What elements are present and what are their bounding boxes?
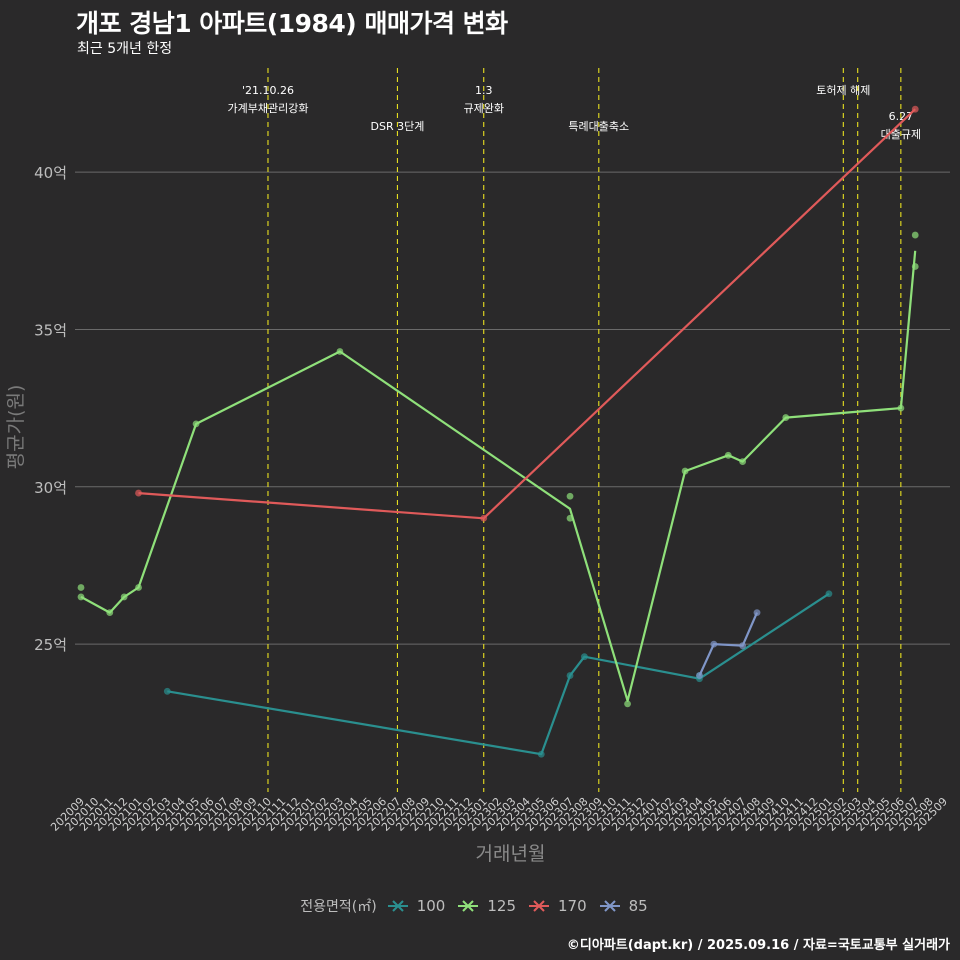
legend-item-170: 170 xyxy=(528,897,587,915)
data-point-125 xyxy=(192,420,200,428)
event-label: 토허제 해제 xyxy=(816,83,870,97)
y-tick-label: 40억 xyxy=(34,164,67,182)
legend-item-125: 125 xyxy=(457,897,516,915)
data-point-100 xyxy=(581,653,588,661)
data-point-125 xyxy=(77,593,85,601)
data-point-125 xyxy=(911,231,919,239)
series-line-170 xyxy=(138,108,916,520)
data-point-85 xyxy=(710,640,718,648)
chart-subtitle: 최근 5개년 한정 xyxy=(77,41,173,57)
event-label: 가계부채관리강화 xyxy=(227,102,308,115)
legend-item-100: 100 xyxy=(387,897,446,915)
legend-label: 85 xyxy=(628,897,648,915)
data-point-100 xyxy=(825,590,833,598)
legend-label: 125 xyxy=(487,897,516,915)
legend-swatch-icon xyxy=(599,900,620,912)
y-axis-title: 평균가(원) xyxy=(5,385,27,470)
event-label: 6.27 xyxy=(889,110,914,123)
data-point-125 xyxy=(135,584,142,591)
data-point-100 xyxy=(537,750,545,758)
data-point-125 xyxy=(782,414,790,421)
legend-label: 170 xyxy=(558,897,587,915)
data-point-170 xyxy=(135,489,142,497)
event-label: 특례대출축소 xyxy=(568,120,629,133)
event-label: 규제완화 xyxy=(463,102,503,115)
data-point-125 xyxy=(77,584,85,591)
data-point-125 xyxy=(681,467,689,475)
series-line-85 xyxy=(698,612,759,677)
legend-item-85: 85 xyxy=(599,897,648,915)
event-label: DSR 3단계 xyxy=(371,120,425,133)
chart-title: 개포 경남1 아파트(1984) 매매가격 변화 xyxy=(76,9,508,38)
data-point-85 xyxy=(753,609,761,617)
data-point-125 xyxy=(566,514,574,522)
data-point-85 xyxy=(696,672,703,679)
data-point-100 xyxy=(566,672,574,679)
y-tick-label: 35억 xyxy=(34,321,67,339)
data-point-125 xyxy=(897,404,905,412)
series-line-125 xyxy=(80,250,917,702)
series-line-100 xyxy=(167,592,830,756)
data-point-170 xyxy=(911,105,919,113)
x-axis-title: 거래년월 xyxy=(476,843,546,865)
legend-swatch-icon xyxy=(458,900,479,912)
data-point-125 xyxy=(739,458,747,466)
data-point-125 xyxy=(624,700,631,708)
data-point-125 xyxy=(724,451,732,459)
event-label: 대출규제 xyxy=(881,128,921,141)
data-point-100 xyxy=(163,687,171,695)
data-point-170 xyxy=(480,514,488,522)
source-caption: ©디아파트(dapt.kr) / 2025.09.16 / 자료=국토교통부 실… xyxy=(566,938,950,953)
data-point-125 xyxy=(566,492,574,500)
legend-swatch-icon xyxy=(387,900,408,912)
data-point-125 xyxy=(336,348,344,355)
data-point-85 xyxy=(739,642,747,650)
y-tick-label: 25억 xyxy=(34,636,67,654)
data-point-125 xyxy=(106,609,114,617)
legend-swatch-icon xyxy=(529,900,549,912)
event-label: '21.10.26 xyxy=(242,84,294,97)
legend-label: 100 xyxy=(416,897,446,915)
legend-title: 전용면적(㎡) xyxy=(300,899,377,915)
y-tick-label: 30억 xyxy=(34,479,67,497)
data-point-125 xyxy=(120,593,128,601)
legend: 전용면적(㎡) 100 125 170 85 xyxy=(0,896,960,916)
event-label: 1.3 xyxy=(475,84,493,97)
data-point-125 xyxy=(911,263,919,270)
